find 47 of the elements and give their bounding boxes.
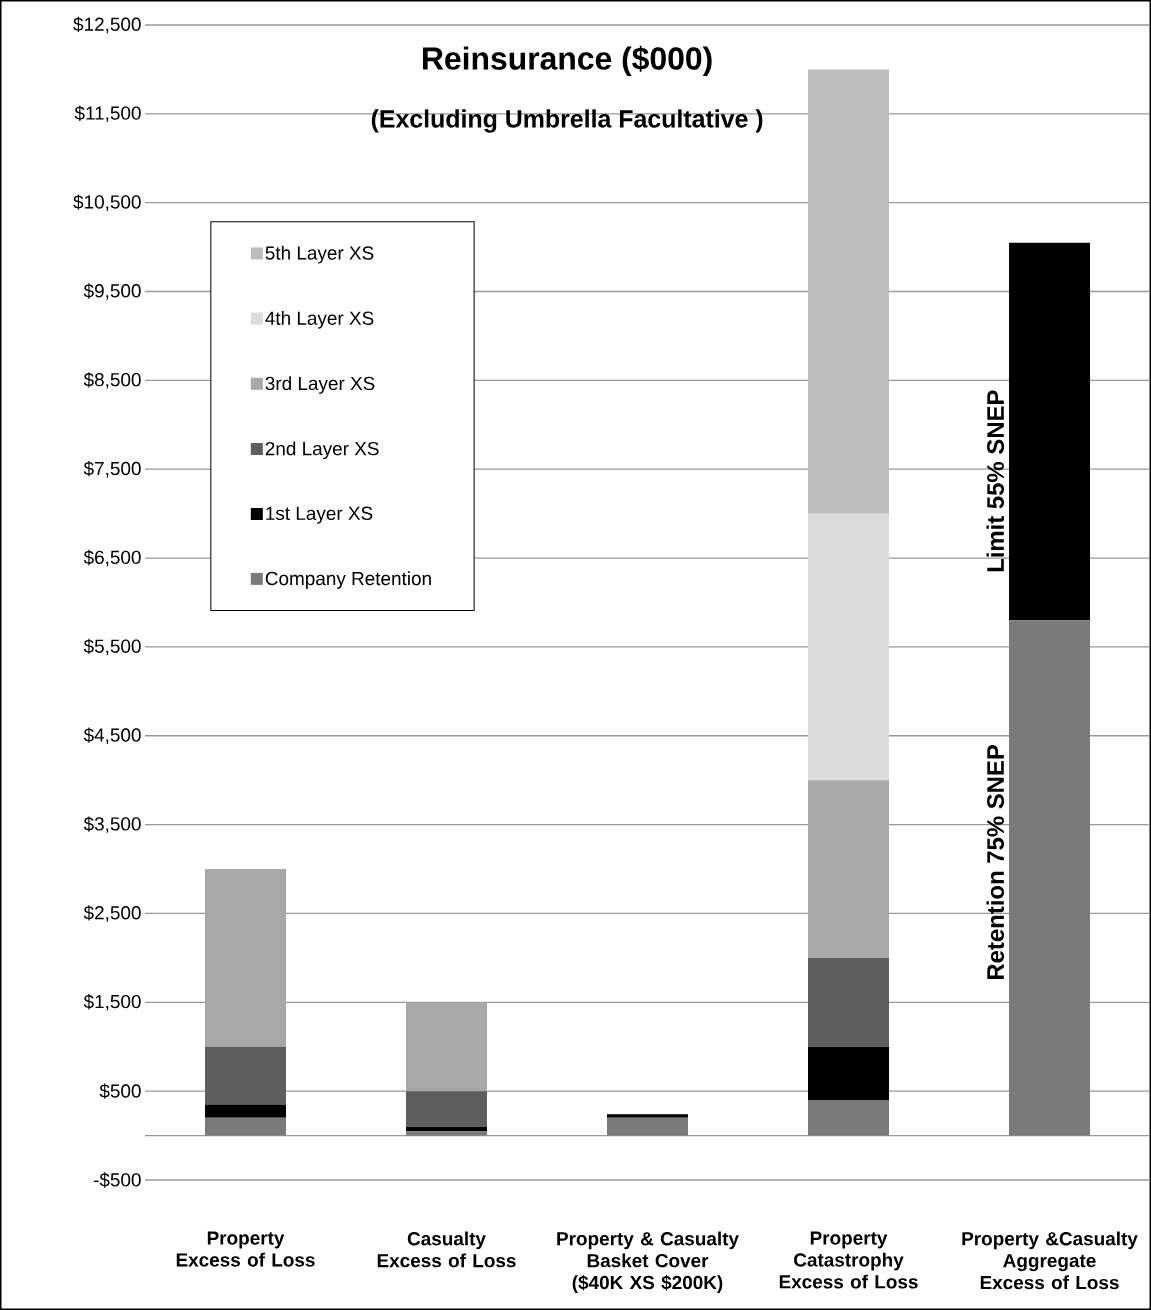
legend-label: 3rd Layer XS [265,376,375,394]
bar [808,1100,890,1136]
legend-label: 5th Layer XS [265,245,374,264]
bar [406,1091,488,1127]
bar [607,1114,689,1118]
bar [406,1131,488,1136]
y-tick-label: $8,500 [83,372,141,389]
bar [1009,242,1091,621]
bar [808,513,890,781]
bar [205,1117,286,1136]
y-tick-label: $1,500 [83,994,141,1011]
bar [205,1046,286,1105]
legend-label: 4th Layer XS [265,311,374,329]
bar [607,1117,689,1136]
y-tick-label: $10,500 [73,194,141,211]
y-tick-label: -$500 [93,1172,141,1188]
y-tick-label: $3,500 [83,816,141,833]
x-tick-label: Property & Casualty Basket Cover ($40K XS $200K) [557,1231,739,1293]
annotation: Retention 75% SNEP [986,744,1005,980]
y-tick-label: $7,500 [83,461,141,478]
x-tick-label: Property Catastrophy Excess of Loss [779,1231,918,1289]
bar [205,869,286,1047]
y-tick-label: $5,500 [83,638,141,656]
y-tick-label: $2,500 [83,905,141,922]
y-tick-label: $11,500 [74,105,141,123]
text: (Excluding Umbrella Facultative ) [371,109,763,133]
annotation: Limit 55% SNEP [986,390,1005,572]
legend-label: 2nd Layer XS [265,441,379,460]
x-tick-label: Property &Casualty Aggregate Excess of Loss [962,1231,1138,1290]
legend-label: Company Retention [265,571,431,589]
y-tick-label: $500 [99,1083,141,1099]
y-tick-label: $9,500 [83,283,141,300]
bar [406,1126,488,1132]
bar [406,1002,488,1092]
y-tick-label: $12,500 [73,16,141,34]
bar [808,780,890,958]
bar [808,69,890,514]
y-tick-label: $6,500 [83,549,141,567]
legend-label: 1st Layer XS [266,506,373,524]
bar [808,1046,890,1101]
bar [1009,620,1091,1136]
y-tick-label: $4,500 [83,727,141,744]
bar [808,957,890,1047]
x-tick-label: Property Excess of Loss [176,1231,315,1267]
x-tick-label: Casualty Excess of Loss [377,1231,516,1268]
text: Reinsurance ($000) [423,45,712,77]
bar [205,1104,286,1118]
